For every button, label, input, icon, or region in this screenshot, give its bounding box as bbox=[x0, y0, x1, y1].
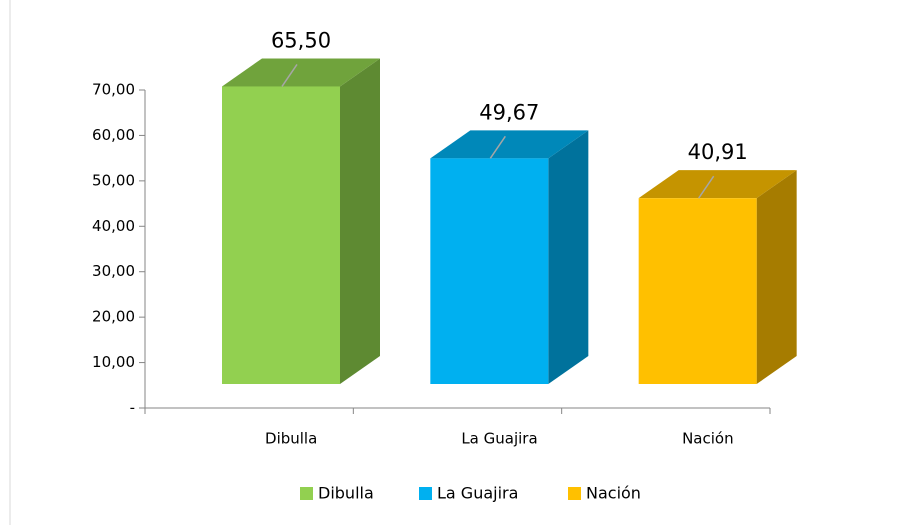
bar-side bbox=[756, 170, 797, 384]
y-tick-label: 70,00 bbox=[92, 81, 135, 99]
y-tick-label: 40,00 bbox=[92, 217, 135, 235]
legend-label: Dibulla bbox=[318, 484, 374, 503]
y-tick-label: - bbox=[130, 399, 135, 417]
x-tick-label: Nación bbox=[682, 430, 734, 448]
value-label: 40,91 bbox=[688, 140, 748, 164]
bar bbox=[430, 158, 549, 384]
legend-label: La Guajira bbox=[437, 484, 518, 503]
bar-side bbox=[340, 58, 380, 384]
bar-side bbox=[548, 130, 589, 384]
leader-line bbox=[281, 64, 298, 87]
y-tick-label: 10,00 bbox=[92, 353, 135, 371]
bar bbox=[638, 198, 757, 384]
bar-top bbox=[638, 170, 797, 199]
y-tick-label: 60,00 bbox=[92, 126, 135, 144]
leader-line bbox=[698, 175, 715, 199]
bar-top bbox=[222, 58, 380, 87]
value-label: 65,50 bbox=[271, 28, 331, 52]
legend-swatch bbox=[300, 487, 313, 500]
bar-top bbox=[430, 130, 589, 159]
x-tick-label: Dibulla bbox=[265, 430, 317, 448]
bar bbox=[222, 86, 340, 384]
y-tick-label: 50,00 bbox=[92, 171, 135, 189]
y-tick-label: 30,00 bbox=[92, 262, 135, 280]
leader-line bbox=[489, 135, 506, 159]
x-tick-label: La Guajira bbox=[461, 430, 537, 448]
legend-swatch bbox=[419, 487, 432, 500]
legend-label: Nación bbox=[586, 484, 641, 503]
legend-swatch bbox=[568, 487, 581, 500]
y-tick-label: 20,00 bbox=[92, 308, 135, 326]
value-label: 49,67 bbox=[479, 100, 539, 124]
